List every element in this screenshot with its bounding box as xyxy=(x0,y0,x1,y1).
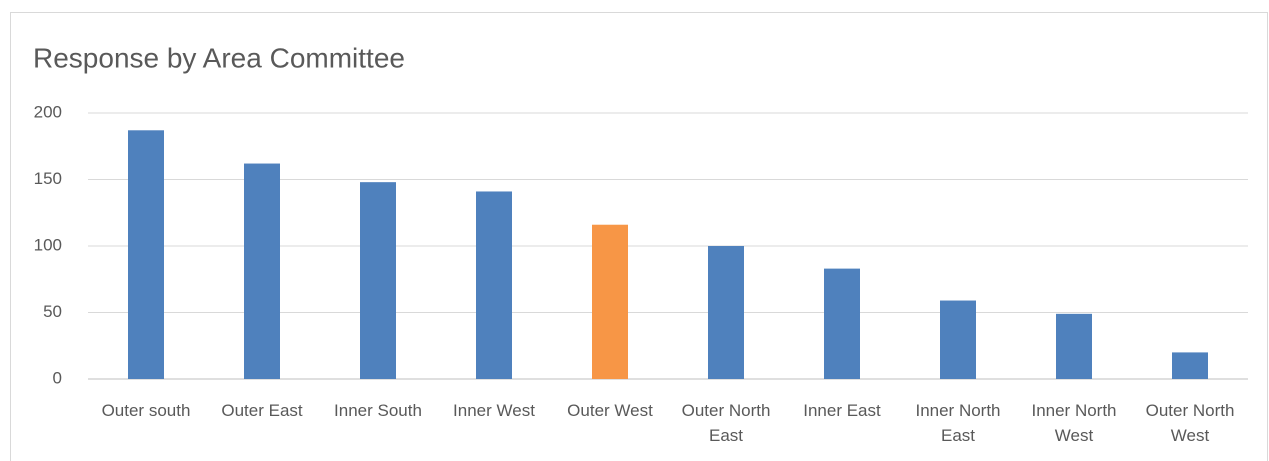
bar xyxy=(128,130,164,379)
bar xyxy=(1056,313,1092,379)
x-tick-label: Inner North West xyxy=(1031,401,1117,445)
x-tick-label: Inner East xyxy=(803,401,881,420)
bar xyxy=(1172,352,1208,379)
bar xyxy=(592,224,628,379)
bar xyxy=(476,191,512,379)
bar xyxy=(708,246,744,379)
x-tick-label: Inner West xyxy=(453,401,535,420)
y-tick-label: 100 xyxy=(34,235,62,254)
x-tick-label: Inner North East xyxy=(915,401,1001,445)
y-tick-label: 50 xyxy=(43,302,62,321)
x-tick-label: Inner South xyxy=(334,401,422,420)
y-tick-label: 0 xyxy=(53,368,62,387)
chart-frame xyxy=(10,12,1268,461)
x-tick-label: Outer East xyxy=(221,401,303,420)
x-tick-label: Outer south xyxy=(101,401,191,420)
bar xyxy=(940,300,976,379)
chart-title: Response by Area Committee xyxy=(33,42,405,73)
y-tick-label: 200 xyxy=(34,102,62,121)
x-tick-label: Outer West xyxy=(567,401,653,420)
bar xyxy=(244,163,280,379)
x-tick-label: Outer North East xyxy=(681,401,771,445)
x-tick-label: Outer North West xyxy=(1145,401,1235,445)
bar xyxy=(360,182,396,379)
bar xyxy=(824,268,860,379)
y-tick-label: 150 xyxy=(34,169,62,188)
